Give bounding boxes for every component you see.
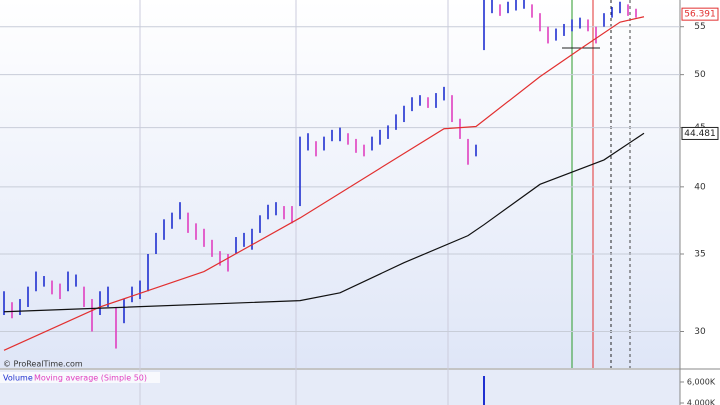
price-bars [3, 0, 637, 349]
y-tick-label: 40 [694, 182, 706, 192]
price-label: 44.481 [684, 129, 716, 139]
price-label-box [681, 126, 719, 140]
price-label-box [681, 7, 719, 21]
y-tick-label: 30 [694, 327, 706, 337]
moving-average [3, 132, 645, 313]
copyright: © ProRealTime.com [3, 360, 83, 369]
y-tick-label: 50 [694, 70, 706, 80]
vertical-grid [139, 0, 449, 405]
moving-average [3, 16, 645, 351]
y-tick-label: 55 [694, 22, 705, 32]
y-tick-label: 35 [694, 249, 705, 259]
volume-ma-label: Moving average (Simple 50) [34, 374, 147, 383]
price-panel [0, 0, 680, 368]
volume-tick-label: 6,000K [687, 377, 716, 386]
volume-tick-label: 4,000K [687, 399, 716, 405]
axis-area [680, 0, 720, 405]
volume-legend-bg [0, 372, 160, 383]
price-label: 56.391 [684, 10, 716, 20]
volume-title: Volume [3, 374, 33, 383]
